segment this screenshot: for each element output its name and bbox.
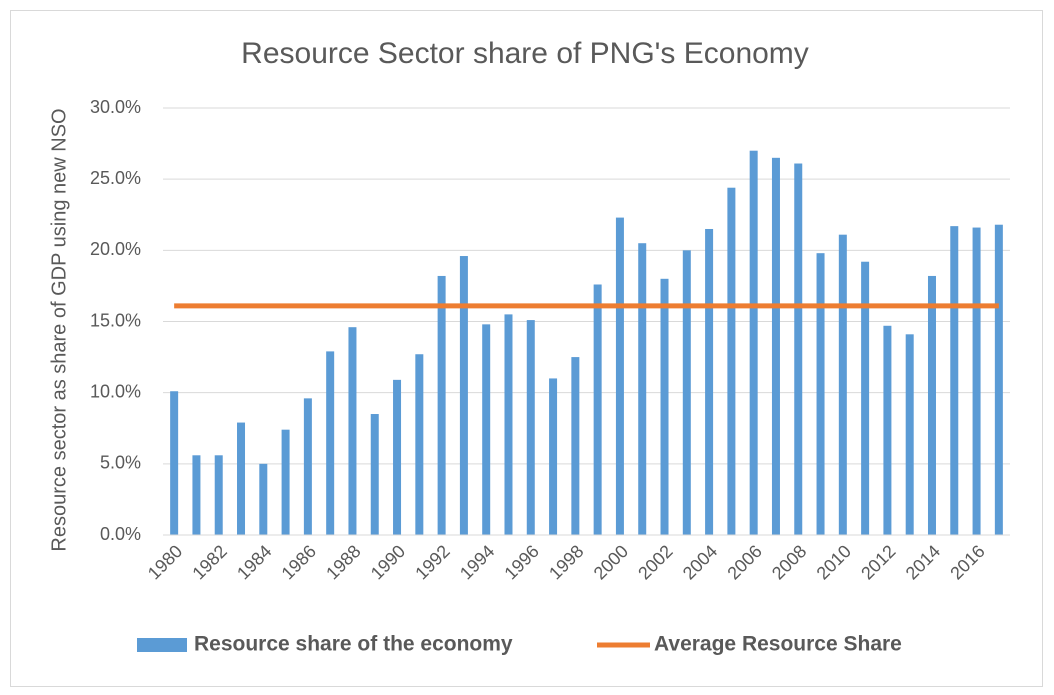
- bar: [615, 217, 624, 535]
- bar: [303, 398, 312, 535]
- bar: [994, 224, 1003, 536]
- bar: [504, 314, 513, 535]
- bar: [838, 234, 847, 535]
- bar: [950, 226, 959, 536]
- bar: [459, 256, 468, 535]
- y-tick-label: 25.0%: [90, 168, 141, 188]
- bar: [259, 463, 268, 535]
- bar: [192, 455, 201, 535]
- bar: [370, 414, 379, 535]
- bar: [861, 261, 870, 535]
- bar: [170, 391, 179, 535]
- bar: [326, 351, 335, 535]
- bar: [638, 243, 647, 535]
- bar: [549, 378, 558, 535]
- bar: [727, 187, 736, 535]
- chart-title: Resource Sector share of PNG's Economy: [241, 37, 809, 70]
- bar: [972, 227, 981, 535]
- bar: [593, 284, 602, 535]
- bar: [816, 253, 825, 535]
- legend-swatch: [137, 638, 187, 652]
- bar: [682, 250, 691, 536]
- bar: [660, 278, 669, 535]
- bar: [571, 357, 580, 535]
- bar: [771, 157, 780, 536]
- y-tick-label: 30.0%: [90, 97, 141, 117]
- bar: [437, 275, 446, 535]
- bar: [749, 150, 758, 535]
- legend-label: Resource share of the economy: [194, 633, 513, 656]
- y-tick-label: 10.0%: [90, 381, 141, 401]
- legend-label: Average Resource Share: [654, 633, 902, 656]
- bar: [705, 228, 714, 535]
- y-tick-label: 0.0%: [100, 524, 141, 544]
- y-tick-label: 20.0%: [90, 239, 141, 259]
- bar: [214, 455, 223, 535]
- y-tick-label: 15.0%: [90, 310, 141, 330]
- bar: [927, 275, 936, 535]
- y-axis-label: Resource sector as share of GDP using ne…: [48, 108, 70, 551]
- y-tick-label: 5.0%: [100, 453, 141, 473]
- chart-border: [10, 10, 1043, 687]
- bar: [393, 379, 402, 535]
- bar: [415, 354, 424, 535]
- bar: [883, 325, 892, 535]
- bar: [482, 324, 491, 535]
- bar: [905, 334, 914, 535]
- bar: [526, 320, 535, 535]
- bar: [237, 422, 246, 535]
- bar: [348, 327, 357, 535]
- bar: [281, 429, 290, 535]
- bar: [794, 163, 803, 535]
